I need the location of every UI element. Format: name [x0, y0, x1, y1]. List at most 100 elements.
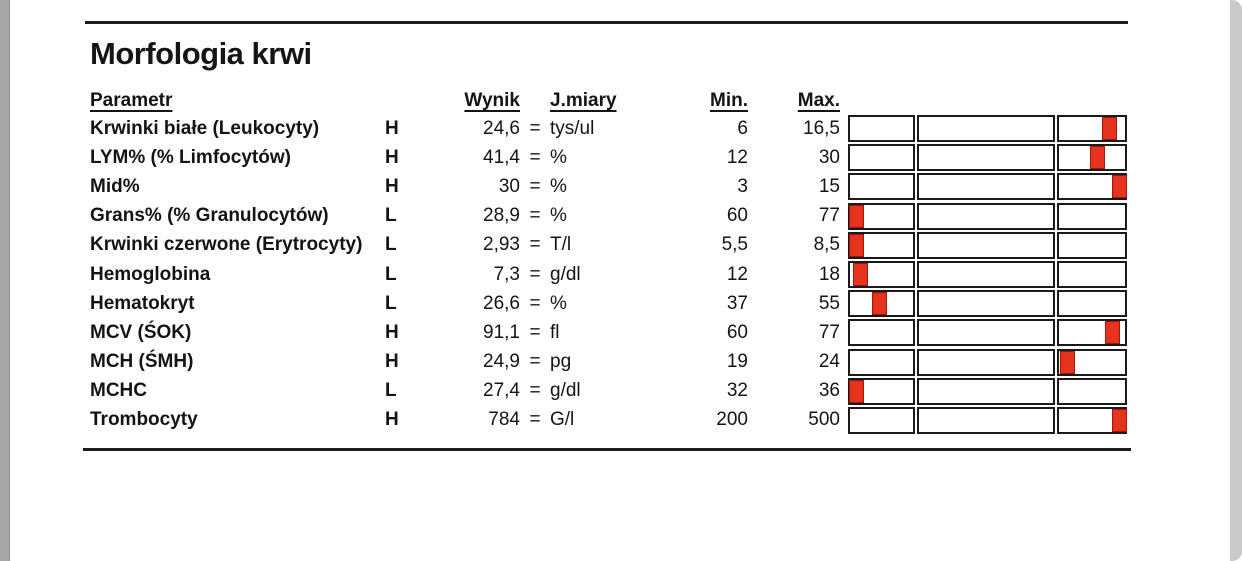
- result-value: 24,6: [483, 117, 520, 139]
- abnormal-flag: H: [385, 117, 399, 139]
- range-gauge: [848, 231, 1127, 259]
- parameter-name: Hematokryt: [90, 292, 195, 314]
- gauge-zone-in-range: [917, 173, 1055, 201]
- range-min: 5,5: [721, 234, 748, 256]
- range-min: 60: [726, 321, 748, 343]
- parameter-name: MCH (ŚMH): [90, 351, 194, 373]
- result-value: 784: [488, 409, 520, 431]
- gauge-zone-in-range: [917, 261, 1055, 289]
- abnormal-flag: L: [385, 292, 397, 314]
- result-unit: T/l: [550, 234, 572, 256]
- abnormal-flag: H: [385, 175, 399, 197]
- range-max: 18: [818, 263, 840, 285]
- result-unit: %: [550, 146, 567, 168]
- range-max: 36: [818, 380, 840, 402]
- result-marker-icon: [849, 204, 865, 228]
- range-min: 12: [726, 263, 748, 285]
- parameter-name: Hemoglobina: [90, 263, 211, 285]
- abnormal-flag: L: [385, 234, 397, 256]
- result-unit: g/dl: [550, 380, 581, 402]
- result-value: 41,4: [483, 146, 520, 168]
- page-title: Morfologia krwi: [90, 36, 312, 71]
- gauge-zone-below-min: [848, 173, 915, 201]
- gauge-zone-below-min: [848, 348, 915, 376]
- result-unit: g/dl: [550, 263, 581, 285]
- parameter-name: LYM% (% Limfocytów): [90, 146, 291, 168]
- table-body: Krwinki białe (Leukocyty) H 24,6 = tys/u…: [90, 114, 1127, 435]
- result-marker-icon: [871, 292, 887, 316]
- equals-sign: =: [529, 409, 541, 431]
- equals-sign: =: [529, 175, 541, 197]
- result-value: 27,4: [483, 380, 520, 402]
- range-min: 12: [726, 146, 748, 168]
- table-row: Grans% (% Granulocytów) L 28,9 = % 60 77: [90, 202, 1127, 231]
- gauge-zone-below-min: [848, 319, 915, 347]
- gauge-zone-in-range: [917, 377, 1055, 405]
- result-marker-icon: [849, 379, 865, 403]
- equals-sign: =: [529, 263, 541, 285]
- range-min: 6: [737, 117, 748, 139]
- range-min: 37: [726, 292, 748, 314]
- range-min: 3: [737, 175, 748, 197]
- parameter-name: Trombocyty: [90, 409, 198, 431]
- header-parametr: Parametr: [90, 90, 173, 111]
- gauge-zone-in-range: [917, 202, 1055, 230]
- gauge-zone-below-min: [848, 115, 915, 143]
- equals-sign: =: [529, 380, 541, 402]
- range-max: 8,5: [813, 234, 840, 256]
- header-min: Min.: [710, 90, 748, 111]
- range-min: 60: [726, 205, 748, 227]
- range-max: 30: [818, 146, 840, 168]
- gauge-zone-above-max: [1057, 377, 1127, 405]
- range-gauge: [848, 377, 1127, 405]
- result-unit: pg: [550, 351, 572, 373]
- range-gauge: [848, 406, 1127, 434]
- table-row: MCHC L 27,4 = g/dl 32 36: [90, 377, 1127, 406]
- table-row: MCH (ŚMH) H 24,9 = pg 19 24: [90, 348, 1127, 377]
- result-unit: %: [550, 205, 567, 227]
- range-min: 200: [716, 409, 748, 431]
- page-edge-right: [1230, 0, 1242, 561]
- result-marker-icon: [1089, 146, 1105, 170]
- range-max: 24: [818, 351, 840, 373]
- result-unit: G/l: [550, 409, 575, 431]
- range-gauge: [848, 144, 1127, 172]
- range-max: 500: [808, 409, 840, 431]
- result-marker-icon: [849, 233, 865, 257]
- result-value: 28,9: [483, 205, 520, 227]
- range-gauge: [848, 319, 1127, 347]
- result-unit: tys/ul: [550, 117, 595, 139]
- range-gauge: [848, 348, 1127, 376]
- gauge-zone-above-max: [1057, 261, 1127, 289]
- header-wynik: Wynik: [464, 90, 520, 111]
- table-row: MCV (ŚOK) H 91,1 = fl 60 77: [90, 318, 1127, 347]
- parameter-name: Mid%: [90, 175, 140, 197]
- abnormal-flag: H: [385, 351, 399, 373]
- result-marker-icon: [1060, 350, 1076, 374]
- table-row: Krwinki czerwone (Erytrocyty) L 2,93 = T…: [90, 231, 1127, 260]
- abnormal-flag: H: [385, 409, 399, 431]
- gauge-zone-in-range: [917, 290, 1055, 318]
- abnormal-flag: H: [385, 321, 399, 343]
- range-gauge: [848, 290, 1127, 318]
- abnormal-flag: L: [385, 263, 397, 285]
- table-row: Hematokryt L 26,6 = % 37 55: [90, 289, 1127, 318]
- equals-sign: =: [529, 146, 541, 168]
- parameter-name: Krwinki białe (Leukocyty): [90, 117, 320, 139]
- abnormal-flag: L: [385, 380, 397, 402]
- result-value: 26,6: [483, 292, 520, 314]
- gauge-zone-above-max: [1057, 290, 1127, 318]
- result-value: 30: [498, 175, 520, 197]
- parameter-name: MCV (ŚOK): [90, 321, 192, 343]
- result-marker-icon: [853, 263, 869, 287]
- gauge-zone-in-range: [917, 144, 1055, 172]
- gauge-zone-in-range: [917, 115, 1055, 143]
- equals-sign: =: [529, 234, 541, 256]
- header-jmiary: J.miary: [550, 90, 617, 111]
- equals-sign: =: [529, 292, 541, 314]
- range-min: 19: [726, 351, 748, 373]
- range-gauge: [848, 202, 1127, 230]
- equals-sign: =: [529, 321, 541, 343]
- gauge-zone-above-max: [1057, 202, 1127, 230]
- result-unit: fl: [550, 321, 560, 343]
